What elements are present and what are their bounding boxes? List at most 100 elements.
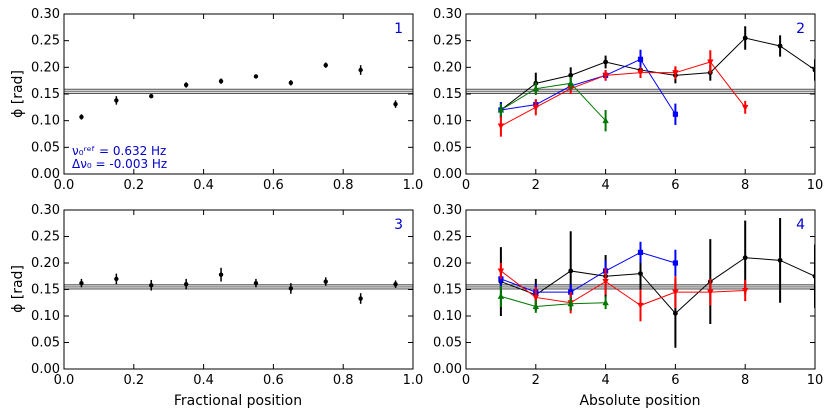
- y-tick-label: 0.05: [433, 140, 462, 155]
- data-point: [602, 72, 609, 79]
- y-tick-label: 0.10: [433, 309, 462, 324]
- x-tick-label: 0.0: [54, 178, 75, 193]
- x-tick-label: 4: [601, 178, 609, 193]
- data-point: [497, 106, 505, 113]
- data-point: [602, 299, 609, 306]
- y-tick-label: 0.05: [433, 336, 462, 351]
- data-point: [812, 273, 815, 279]
- y-tick-label: 0.15: [433, 283, 462, 298]
- x-tick-label: 10: [807, 373, 824, 388]
- data-point: [707, 289, 714, 296]
- series-black: [498, 26, 815, 118]
- data-point: [672, 111, 678, 117]
- data-point: [742, 288, 749, 295]
- y-tick-label: 0.15: [31, 87, 60, 102]
- data-point: [323, 279, 328, 284]
- panel-number: 2: [796, 21, 805, 37]
- x-tick-label: 0.4: [193, 178, 214, 193]
- data-point: [323, 62, 328, 68]
- series-black: [498, 217, 815, 348]
- x-tick-label: 8: [741, 178, 749, 193]
- data-point: [637, 56, 644, 62]
- data-layer: [497, 217, 815, 348]
- data-point: [532, 294, 539, 301]
- y-tick-label: 0.20: [31, 256, 60, 271]
- series-line-black: [500, 257, 815, 315]
- panel-1: 0.0 0.2 0.4 0.6 0.8 1.0 0.00 0.05 0.10 0.15 0.20 0.…: [31, 7, 423, 193]
- x-tick-label: 0.4: [193, 373, 214, 388]
- data-point: [393, 101, 398, 107]
- x-tick-label: 10: [807, 178, 824, 193]
- data-point: [742, 104, 749, 111]
- y-tick-label: 0.25: [31, 230, 60, 245]
- xlabel-left: Fractional position: [174, 393, 302, 409]
- data-point: [288, 286, 294, 291]
- data-point: [672, 289, 679, 296]
- data-point: [253, 280, 259, 286]
- y-tick-label: 0.00: [433, 167, 462, 182]
- series-green: [497, 285, 609, 313]
- series-all: [79, 62, 398, 120]
- data-point: [673, 310, 678, 316]
- data-point: [567, 79, 574, 86]
- data-point: [532, 104, 539, 111]
- data-point: [637, 70, 644, 77]
- panel-2: 0 2 4 6 8 10 0.00 0.05 0.10 0.15 0.20 0.25 0.30 2: [433, 7, 823, 193]
- x-tick-label: 2: [532, 373, 540, 388]
- y-tick-label: 0.00: [31, 167, 60, 182]
- panel-number: 1: [394, 21, 403, 37]
- data-point: [777, 257, 783, 263]
- panels: 0.0 0.2 0.4 0.6 0.8 1.00.000.050.100.150.200.…: [31, 7, 823, 388]
- panel-number: 3: [394, 217, 403, 233]
- data-point: [253, 74, 259, 79]
- data-point: [358, 67, 363, 73]
- x-tick-label: 1.0: [403, 178, 424, 193]
- series-line-black: [500, 37, 815, 111]
- data-point: [183, 282, 189, 287]
- data-point: [288, 80, 294, 86]
- ylabel-bottom: ϕ [rad]: [10, 265, 26, 313]
- y-tick-label: 0.00: [31, 362, 60, 377]
- series-line-red: [500, 270, 746, 306]
- xlabel-right: Absolute position: [579, 393, 700, 409]
- series-line-green: [500, 295, 606, 307]
- y-tick-label: 0.25: [31, 34, 60, 49]
- data-point: [114, 98, 119, 103]
- series-line-red: [500, 61, 746, 127]
- data-point: [777, 43, 783, 49]
- y-tick-label: 0.20: [433, 60, 462, 75]
- panel-number: 4: [796, 217, 805, 233]
- series-blue: [498, 49, 678, 125]
- series-all: [79, 267, 398, 304]
- y-tick-label: 0.05: [31, 336, 60, 351]
- data-point: [183, 82, 189, 88]
- data-point: [742, 35, 748, 41]
- series-green: [497, 76, 609, 132]
- data-point: [742, 255, 748, 261]
- data-point: [532, 85, 539, 92]
- data-point: [497, 123, 505, 130]
- y-tick-label: 0.10: [31, 309, 60, 324]
- plot-frame: [465, 209, 816, 370]
- ylabel-top: ϕ [rad]: [10, 70, 26, 118]
- x-tick-label: 8: [741, 373, 749, 388]
- data-point: [638, 271, 643, 276]
- x-tick-label: 0.2: [123, 373, 144, 388]
- data-point: [114, 276, 119, 282]
- data-point: [603, 59, 608, 65]
- y-tick-label: 0.25: [433, 230, 462, 245]
- panel-3: 0.0 0.2 0.4 0.6 0.8 1.0 0.00 0.05 0.10 0.15 0.20 0.…: [31, 203, 423, 388]
- data-point: [497, 268, 505, 275]
- y-tick-label: 0.30: [433, 203, 462, 218]
- y-tick-label: 0.20: [31, 60, 60, 75]
- data-layer: [79, 267, 398, 304]
- data-point: [602, 117, 609, 124]
- y-tick-label: 0.30: [31, 7, 60, 22]
- data-point: [393, 282, 398, 287]
- x-tick-label: 4: [601, 373, 609, 388]
- data-point: [602, 279, 609, 286]
- x-tick-label: 0.2: [123, 178, 144, 193]
- y-tick-label: 0.30: [433, 7, 462, 22]
- plot-frame: [63, 209, 414, 370]
